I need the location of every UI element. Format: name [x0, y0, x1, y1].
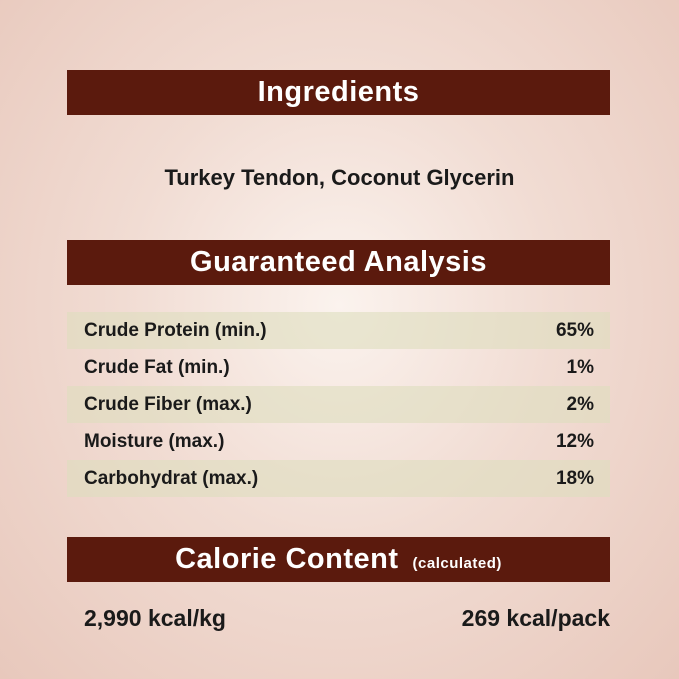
row-value: 65% — [555, 319, 594, 341]
calorie-header: Calorie Content (calculated) — [67, 537, 610, 582]
row-label: Crude Fat (min.) — [84, 356, 230, 378]
row-label: Crude Fiber (max.) — [84, 393, 252, 415]
row-value: 12% — [555, 430, 594, 452]
table-row: Crude Fiber (max.) 2% — [67, 386, 610, 423]
table-row: Crude Fat (min.) 1% — [67, 349, 610, 386]
table-row: Crude Protein (min.) 65% — [67, 312, 610, 349]
row-label: Carbohydrat (max.) — [84, 467, 259, 489]
ingredients-title: Ingredients — [257, 76, 420, 108]
table-row: Carbohydrat (max.) 18% — [67, 460, 610, 497]
calorie-per-pack: 269 kcal/pack — [461, 605, 610, 631]
analysis-title: Guaranteed Analysis — [190, 246, 487, 278]
calorie-title: Calorie Content — [175, 543, 399, 575]
row-label: Crude Protein (min.) — [84, 319, 267, 341]
table-row: Moisture (max.) 12% — [67, 423, 610, 460]
ingredients-header: Ingredients — [67, 70, 610, 115]
ingredients-text: Turkey Tendon, Coconut Glycerin — [164, 165, 515, 190]
calorie-note: (calculated) — [412, 555, 502, 572]
row-label: Moisture (max.) — [84, 430, 225, 452]
calorie-per-kg: 2,990 kcal/kg — [84, 605, 226, 631]
analysis-header: Guaranteed Analysis — [67, 240, 610, 285]
row-value: 1% — [566, 356, 594, 378]
row-value: 2% — [566, 393, 594, 415]
row-value: 18% — [555, 467, 594, 489]
analysis-table: Crude Protein (min.) 65% Crude Fat (min.)… — [67, 312, 610, 497]
